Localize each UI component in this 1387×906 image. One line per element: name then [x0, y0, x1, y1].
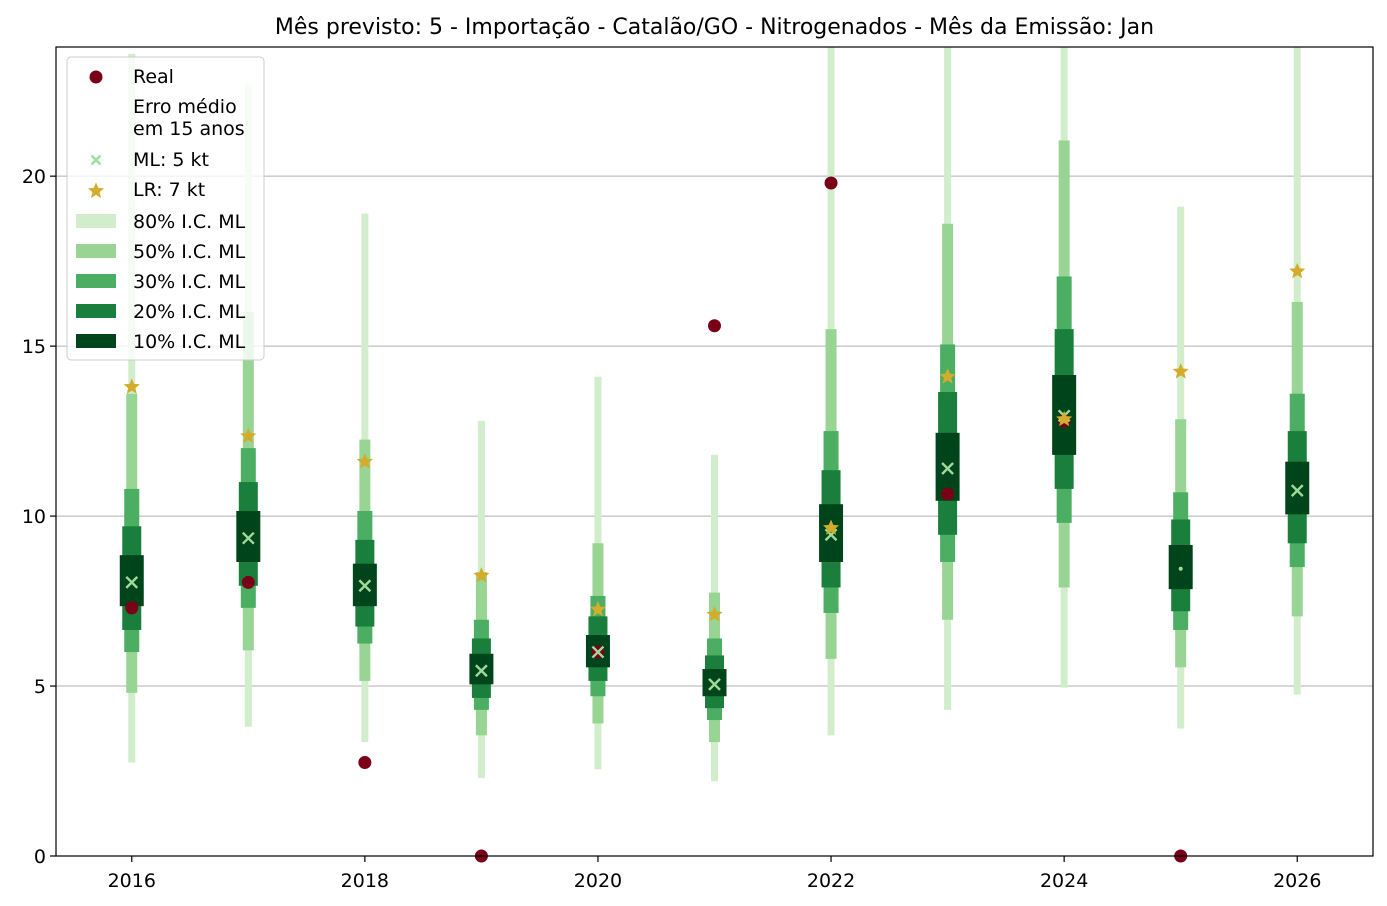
lr-point — [1172, 363, 1189, 379]
lr-point — [123, 378, 140, 394]
lr-point — [1056, 410, 1073, 427]
axis-ticks: 0 5 10 15 20 2016 2018 2020 2022 2024 2026 — [22, 166, 1322, 892]
legend-ci80-label: 80% I.C. ML — [133, 211, 246, 233]
lr-point — [356, 453, 373, 469]
lr-point — [473, 567, 490, 583]
lr-point — [240, 427, 257, 444]
legend-erro-label: Erro médio — [133, 96, 237, 118]
ml-point — [1290, 484, 1304, 497]
legend-ci10-label: 10% I.C. ML — [133, 331, 246, 353]
lr-point — [1289, 262, 1306, 279]
plot-frame — [55, 46, 1374, 857]
real-point — [241, 575, 255, 589]
legend-ci50-swatch — [76, 244, 116, 258]
legend-ci30-swatch — [76, 274, 116, 288]
legend-ci20-swatch — [76, 304, 116, 318]
ml-point — [241, 531, 255, 545]
legend-ci30-label: 30% I.C. ML — [133, 271, 246, 293]
chart-title: Mês previsto: 5 - Importação - Catalão/G… — [275, 15, 1154, 40]
y-tick-label: 0 — [34, 846, 46, 868]
real-point — [824, 176, 838, 190]
lr-point — [939, 368, 956, 384]
real-point — [941, 487, 955, 501]
ml-point — [591, 645, 605, 659]
ci10-bar — [819, 504, 844, 562]
legend-ci50-label: 50% I.C. ML — [133, 241, 246, 263]
real-point — [358, 756, 372, 770]
real-point — [125, 601, 139, 615]
lr-point — [706, 606, 723, 622]
legend-real-label: Real — [133, 66, 174, 88]
legend-ci20-label: 20% I.C. ML — [133, 301, 246, 323]
legend-ml-label: ML: 5 kt — [133, 149, 209, 171]
ci10-bar — [119, 555, 144, 607]
ml-point — [475, 664, 488, 678]
ci10-bar — [236, 510, 261, 562]
lr-point — [589, 601, 607, 617]
x-tick-label: 2018 — [341, 870, 389, 892]
data-markers — [123, 176, 1306, 863]
legend-ml-marker — [90, 154, 102, 166]
x-tick-label: 2020 — [574, 870, 622, 892]
x-tick-label: 2026 — [1273, 870, 1321, 892]
real-point — [708, 319, 721, 333]
x-tick-label: 2022 — [807, 870, 855, 892]
legend-ci10-swatch — [76, 334, 116, 348]
y-tick-label: 10 — [22, 506, 46, 528]
ml-point — [1178, 566, 1183, 571]
ci10-bar — [1285, 461, 1310, 515]
ml-point — [941, 462, 954, 475]
legend-lr-marker — [87, 182, 105, 198]
legend-real-marker — [89, 70, 103, 84]
legend-erro-label: em 15 anos — [133, 118, 245, 140]
ml-point — [358, 579, 372, 593]
y-tick-label: 20 — [22, 166, 46, 188]
legend-box — [66, 56, 265, 361]
legend-lr-label: LR: 7 kt — [133, 179, 205, 201]
interval-bars — [119, 47, 1310, 782]
y-tick-label: 15 — [22, 336, 46, 358]
x-tick-label: 2016 — [108, 870, 156, 892]
y-tick-label: 5 — [34, 676, 46, 698]
ml-point — [708, 677, 721, 691]
x-tick-label: 2024 — [1040, 870, 1088, 892]
ci10-bar — [702, 669, 727, 697]
lr-point — [822, 519, 840, 535]
legend-ci80-swatch — [76, 214, 116, 228]
ci10-bar — [469, 653, 494, 685]
ml-point — [125, 576, 139, 589]
